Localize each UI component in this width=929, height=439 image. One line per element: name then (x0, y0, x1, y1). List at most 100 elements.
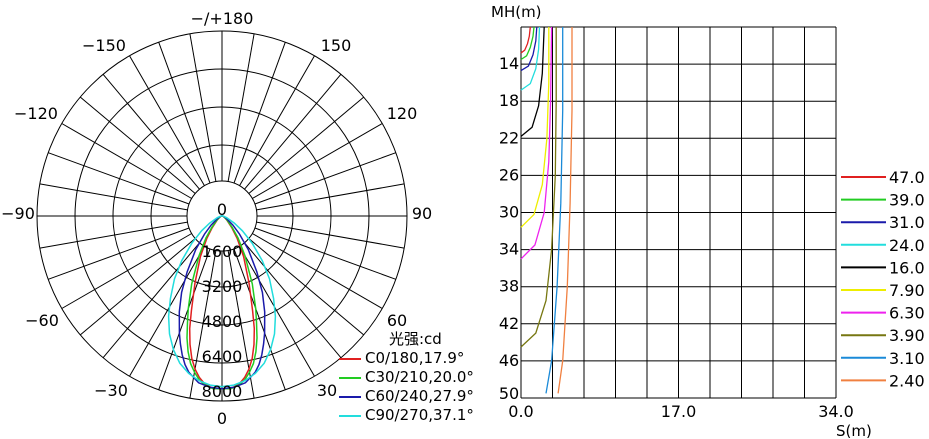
polar-radial-tick: 1600 (202, 242, 243, 261)
cart-legend-label: 3.10 (889, 349, 925, 368)
cart-y-tick: 30 (499, 203, 519, 222)
cart-legend-label: 2.40 (889, 371, 925, 390)
angle-label-bottom: 0 (217, 409, 227, 428)
cart-curve-6 (520, 26, 553, 260)
polar-radial-tick: 0 (217, 200, 227, 219)
polar-grid-spoke (233, 42, 286, 184)
polar-grid-spoke (48, 152, 190, 205)
polar-grid-spoke (248, 238, 365, 336)
polar-radial-tick: 8000 (202, 382, 243, 401)
cart-x-tick: 0.0 (508, 402, 533, 421)
polar-curves (167, 215, 277, 390)
polar-grid-spoke (227, 33, 255, 182)
angle-label-upper-left: −150 (82, 36, 126, 55)
polar-legend-label: C0/180,17.9° (365, 349, 464, 367)
polar-curve-3 (167, 215, 277, 388)
cart-y-tick-labels: 14 18 22 26 30 34 38 42 46 50 (499, 54, 519, 403)
polar-grid-spoke (244, 73, 342, 190)
cart-legend: 47.0 39.0 31.0 24.0 16.0 7.90 6.30 3.90 3.10 2.40 (841, 168, 925, 390)
polar-grid-spoke (233, 248, 286, 390)
cart-x-tick: 17.0 (661, 402, 697, 421)
polar-grid-spoke (102, 242, 200, 359)
cart-legend-label: 6.30 (889, 304, 925, 323)
polar-grid-spoke (254, 152, 396, 205)
polar-grid-spoke (239, 246, 315, 377)
angle-label-bottom-left: −30 (94, 381, 128, 400)
angle-label-lower-left: −60 (25, 311, 59, 330)
cart-y-axis-title: MH(m) (491, 3, 542, 21)
cart-y-tick: 50 (499, 384, 519, 403)
polar-grid-spoke (256, 183, 405, 211)
polar-unit-label: 光强:cd (389, 330, 442, 348)
polar-grid-spoke (129, 246, 205, 377)
cart-curve-2 (520, 26, 538, 72)
cart-curve-4 (520, 26, 545, 137)
polar-grid-spoke (256, 221, 405, 249)
cart-curve-1 (520, 26, 535, 61)
cart-curve-3 (520, 26, 541, 91)
cart-legend-label: 24.0 (889, 236, 925, 255)
polar-grid-spoke (158, 42, 211, 184)
polar-radial-tick: 3200 (202, 277, 243, 296)
polar-grid-spoke (244, 242, 342, 359)
cart-curve-7 (520, 27, 557, 348)
angle-label-mid-left: −120 (14, 104, 58, 123)
cart-x-tick: 34.0 (818, 402, 854, 421)
angle-label-lower-right: 60 (387, 311, 407, 330)
polar-grid-spoke (227, 250, 255, 399)
cart-y-tick: 38 (499, 277, 519, 296)
cart-y-tick: 22 (499, 128, 519, 147)
angle-label-top: −/+180 (191, 9, 254, 28)
polar-curve-2 (178, 215, 266, 390)
cart-legend-label: 39.0 (889, 191, 925, 210)
cart-x-tick-labels: 0.0 17.0 34.0 (508, 402, 854, 421)
polar-legend-label: C30/210,20.0° (365, 368, 474, 386)
polar-intensity-chart: 0 1600 3200 4800 6400 8000 −/+180 0 −150 150 … (1, 9, 474, 428)
cart-curve-5 (520, 27, 550, 228)
polar-grid-spoke (239, 55, 315, 186)
illuminance-chart: 14 18 22 26 30 34 38 42 46 50 0.0 17.0 34.0 MH(m) S… (491, 3, 925, 439)
polar-grid-spoke (79, 96, 196, 194)
polar-legend-label: C60/240,27.9° (365, 387, 474, 405)
polar-grid-spoke (79, 238, 196, 336)
cart-legend-label: 7.90 (889, 281, 925, 300)
cart-y-tick: 26 (499, 165, 519, 184)
polar-angle-labels: −/+180 0 −150 150 −120 120 −90 90 −60 60… (1, 9, 432, 428)
polar-grid-spoke (39, 183, 188, 211)
cart-curves (520, 26, 573, 394)
cart-curve-0 (520, 26, 531, 54)
polar-grid-spoke (254, 227, 396, 280)
angle-label-bottom-right: 30 (317, 381, 337, 400)
cart-y-tick: 34 (499, 240, 519, 259)
polar-grid-spoke (61, 233, 192, 309)
cart-legend-label: 3.90 (889, 326, 925, 345)
cart-legend-label: 31.0 (889, 213, 925, 232)
polar-grid-spoke (248, 96, 365, 194)
polar-grid-spoke (129, 55, 205, 186)
polar-grid-spoke (102, 73, 200, 190)
polar-grid (36, 30, 408, 402)
cart-grid (520, 26, 837, 399)
polar-grid-spoke (158, 248, 211, 390)
polar-grid-spoke (252, 123, 383, 199)
angle-label-upper-right: 150 (321, 36, 352, 55)
cart-y-tick: 42 (499, 314, 519, 333)
cart-y-tick: 14 (499, 54, 519, 73)
angle-label-right: 90 (412, 204, 432, 223)
cart-x-axis-title: S(m) (836, 422, 872, 439)
cart-y-tick: 18 (499, 91, 519, 110)
polar-legend-label: C90/270,37.1° (365, 406, 474, 424)
polar-grid-spoke (61, 123, 192, 199)
polar-grid-spoke (189, 250, 217, 399)
polar-radial-labels: 0 1600 3200 4800 6400 8000 (202, 200, 243, 401)
cart-legend-label: 16.0 (889, 258, 925, 277)
polar-grid-spoke (39, 221, 188, 249)
angle-label-left: −90 (1, 204, 35, 223)
polar-grid-spoke (189, 33, 217, 182)
polar-radial-tick: 4800 (202, 312, 243, 331)
polar-legend: C0/180,17.9°C30/210,20.0°C60/240,27.9°C9… (339, 349, 474, 424)
polar-grid-spoke (252, 233, 383, 309)
polar-grid-spoke (48, 227, 190, 280)
polar-radial-tick: 6400 (202, 347, 243, 366)
